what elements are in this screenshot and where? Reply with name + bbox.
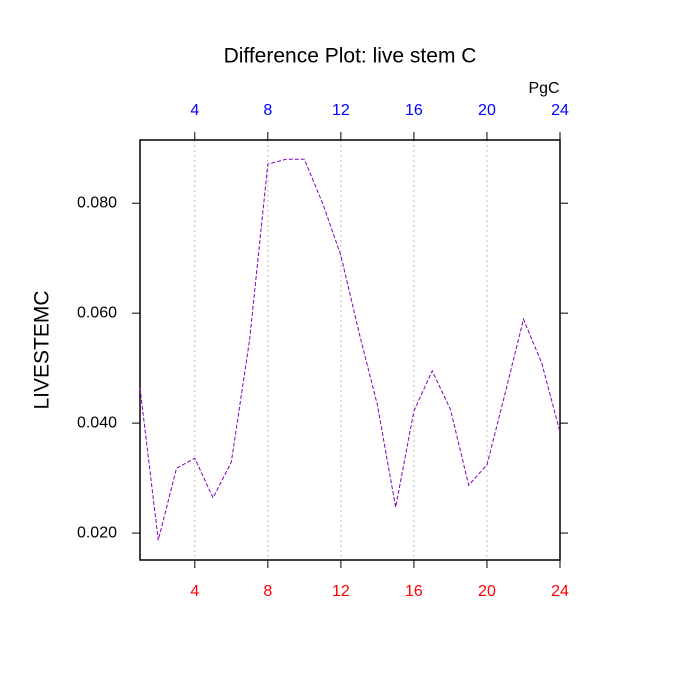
y-axis-title: LIVESTEMC (31, 290, 54, 409)
x-tick-label: 8 (263, 583, 272, 600)
chart-title: Difference Plot: live stem C (224, 45, 477, 68)
x2-tick-label: 16 (405, 102, 423, 119)
data-line (139, 158, 561, 541)
x2-tick-label: 12 (332, 102, 350, 119)
x-tick-label: 24 (551, 583, 569, 600)
y-tick-label: 0.020 (77, 524, 117, 541)
x2-tick-label: 4 (190, 102, 199, 119)
x2-tick-label: 24 (551, 102, 569, 119)
x-tick-label: 12 (332, 583, 350, 600)
y-tick-label: 0.060 (77, 304, 117, 321)
plot-frame (139, 139, 561, 561)
x2-tick-label: 20 (478, 102, 496, 119)
x2-tick-label: 8 (263, 102, 272, 119)
y-tick-label: 0.040 (77, 414, 117, 431)
x-tick-label: 16 (405, 583, 423, 600)
y-tick-label: 0.080 (77, 194, 117, 211)
x-tick-label: 20 (478, 583, 496, 600)
x-tick-label: 4 (190, 583, 199, 600)
top-axis-label: PgC (528, 80, 559, 97)
